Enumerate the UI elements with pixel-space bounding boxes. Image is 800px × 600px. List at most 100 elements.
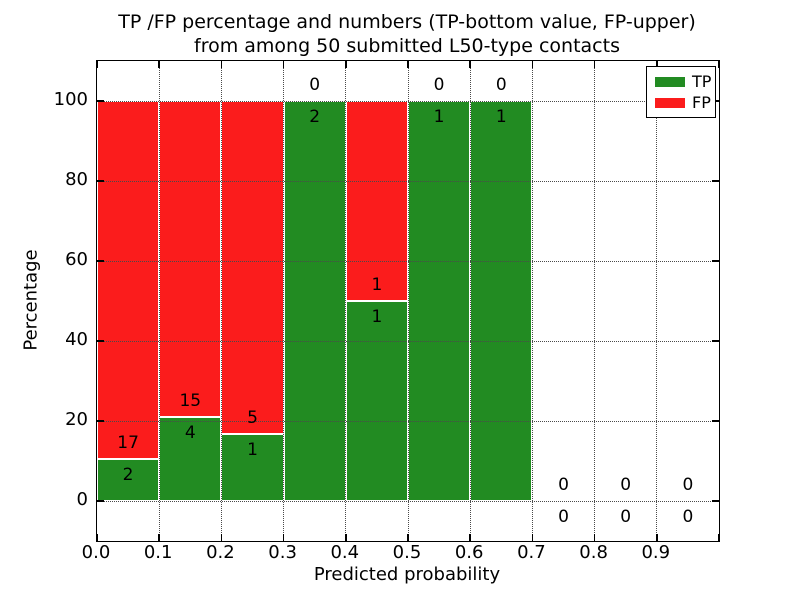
bar-segment-tp <box>408 101 471 501</box>
bar-count-label-fp: 15 <box>179 390 202 411</box>
bar-count-label-tp: 4 <box>184 422 196 443</box>
y-tick-mark <box>712 420 719 422</box>
bar-count-label-fp: 1 <box>371 275 383 295</box>
bar-segment-fp <box>97 101 160 459</box>
bar-count-label-fp: 17 <box>117 432 139 453</box>
gridline-horizontal <box>97 340 719 342</box>
y-tick-label: 60 <box>65 249 88 270</box>
x-tick-mark <box>656 534 658 541</box>
y-tick-mark <box>97 180 104 182</box>
x-tick-mark <box>345 534 347 541</box>
gridline-horizontal <box>97 500 719 502</box>
x-tick-mark <box>593 534 596 541</box>
x-tick-label: 0.3 <box>268 542 297 563</box>
y-tick-label: 20 <box>65 409 88 430</box>
bar-count-label-fp: 0 <box>558 475 569 495</box>
x-tick-mark <box>220 61 223 68</box>
bar-segment-fp <box>159 101 222 417</box>
x-tick-mark <box>158 61 160 68</box>
x-tick-label: 0.8 <box>579 542 608 563</box>
legend-label-tp: TP <box>692 71 712 91</box>
x-tick-label: 0.7 <box>517 542 546 563</box>
bar-count-label-tp: 1 <box>247 440 258 461</box>
bar-count-label-tp: 2 <box>122 464 134 485</box>
x-tick-mark <box>407 534 409 541</box>
x-tick-mark <box>469 61 471 68</box>
chart-title-line-2: from among 50 submitted L50-type contact… <box>194 35 620 57</box>
bar-segment-fp <box>345 101 408 301</box>
x-tick-mark <box>282 61 285 68</box>
y-tick-mark <box>712 180 719 182</box>
y-tick-mark <box>97 260 104 262</box>
y-tick-mark <box>97 340 104 342</box>
gridline-horizontal <box>97 260 719 262</box>
y-tick-mark <box>712 260 719 262</box>
y-tick-label: 80 <box>65 169 88 190</box>
bar-segment-tp <box>470 101 533 501</box>
x-tick-mark <box>407 61 409 68</box>
gridline-horizontal <box>97 180 719 182</box>
gridline-horizontal <box>97 420 719 422</box>
x-tick-mark <box>345 61 347 68</box>
y-tick-label: 40 <box>65 329 88 350</box>
bar-count-label-tp: 1 <box>371 307 383 327</box>
x-tick-mark <box>593 61 596 68</box>
y-tick-mark <box>97 500 104 502</box>
chart-title: TP /FP percentage and numbers (TP-bottom… <box>96 10 718 58</box>
gridline-vertical <box>345 61 347 541</box>
gridline-vertical <box>594 61 596 541</box>
y-tick-mark <box>97 100 104 102</box>
gridline-vertical <box>531 61 533 541</box>
legend-label-fp: FP <box>692 92 711 112</box>
x-tick-mark <box>469 534 471 541</box>
x-tick-label: 0.2 <box>206 542 235 563</box>
bar-segment-tp <box>221 434 284 501</box>
x-tick-mark <box>531 61 534 68</box>
bar-count-label-fp: 0 <box>682 475 694 495</box>
legend-swatch-tp-icon <box>655 76 685 87</box>
x-tick-mark <box>718 534 720 541</box>
x-tick-label: 0.6 <box>454 542 484 563</box>
y-tick-mark <box>97 420 104 422</box>
x-axis-label: Predicted probability <box>313 564 501 585</box>
y-tick-mark <box>712 340 719 342</box>
gridline-vertical <box>220 61 222 541</box>
gridline-vertical <box>407 61 409 541</box>
bar-count-label-tp: 1 <box>433 107 445 127</box>
bar-count-label-tp: 0 <box>620 507 632 527</box>
gridline-vertical <box>158 61 160 541</box>
bar-count-label-tp: 0 <box>558 507 569 527</box>
legend-item-fp: FP <box>647 93 715 114</box>
x-tick-mark <box>656 61 658 68</box>
legend-item-tp: TP <box>647 72 715 93</box>
bar-count-label-fp: 5 <box>247 408 258 429</box>
bar-segment-tp <box>345 301 408 501</box>
bar-segment-tp <box>97 458 160 501</box>
x-tick-mark <box>220 534 223 541</box>
x-tick-label: 0.4 <box>330 542 360 563</box>
bar-count-label-tp: 1 <box>495 107 507 127</box>
x-tick-mark <box>282 534 285 541</box>
bar-count-label-tp: 0 <box>682 507 694 527</box>
x-tick-mark <box>96 61 98 68</box>
bar-segment-tp <box>159 416 222 501</box>
x-tick-label: 0.5 <box>392 542 422 563</box>
gridline-vertical <box>283 61 285 541</box>
bar-segment-tp <box>283 101 346 501</box>
plot-area: 17 2 15 4 5 1 0 2 1 1 0 1 0 1 0 0 0 0 0 0 <box>96 60 720 542</box>
bar-count-label-tp: 2 <box>309 107 321 127</box>
bar-count-label-fp: 0 <box>309 75 321 95</box>
x-tick-mark <box>718 61 720 68</box>
y-tick-label: 100 <box>53 89 88 110</box>
x-tick-label: 0.1 <box>143 542 173 563</box>
legend-swatch-fp-icon <box>655 97 685 108</box>
x-tick-mark <box>531 534 534 541</box>
x-tick-mark <box>96 534 98 541</box>
chart-title-line-1: TP /FP percentage and numbers (TP-bottom… <box>118 11 696 33</box>
bar-count-label-fp: 0 <box>620 475 632 495</box>
gridline-vertical <box>469 61 471 541</box>
x-tick-label: 0.0 <box>81 542 111 563</box>
y-tick-label: 0 <box>76 489 88 510</box>
x-tick-mark <box>158 534 160 541</box>
